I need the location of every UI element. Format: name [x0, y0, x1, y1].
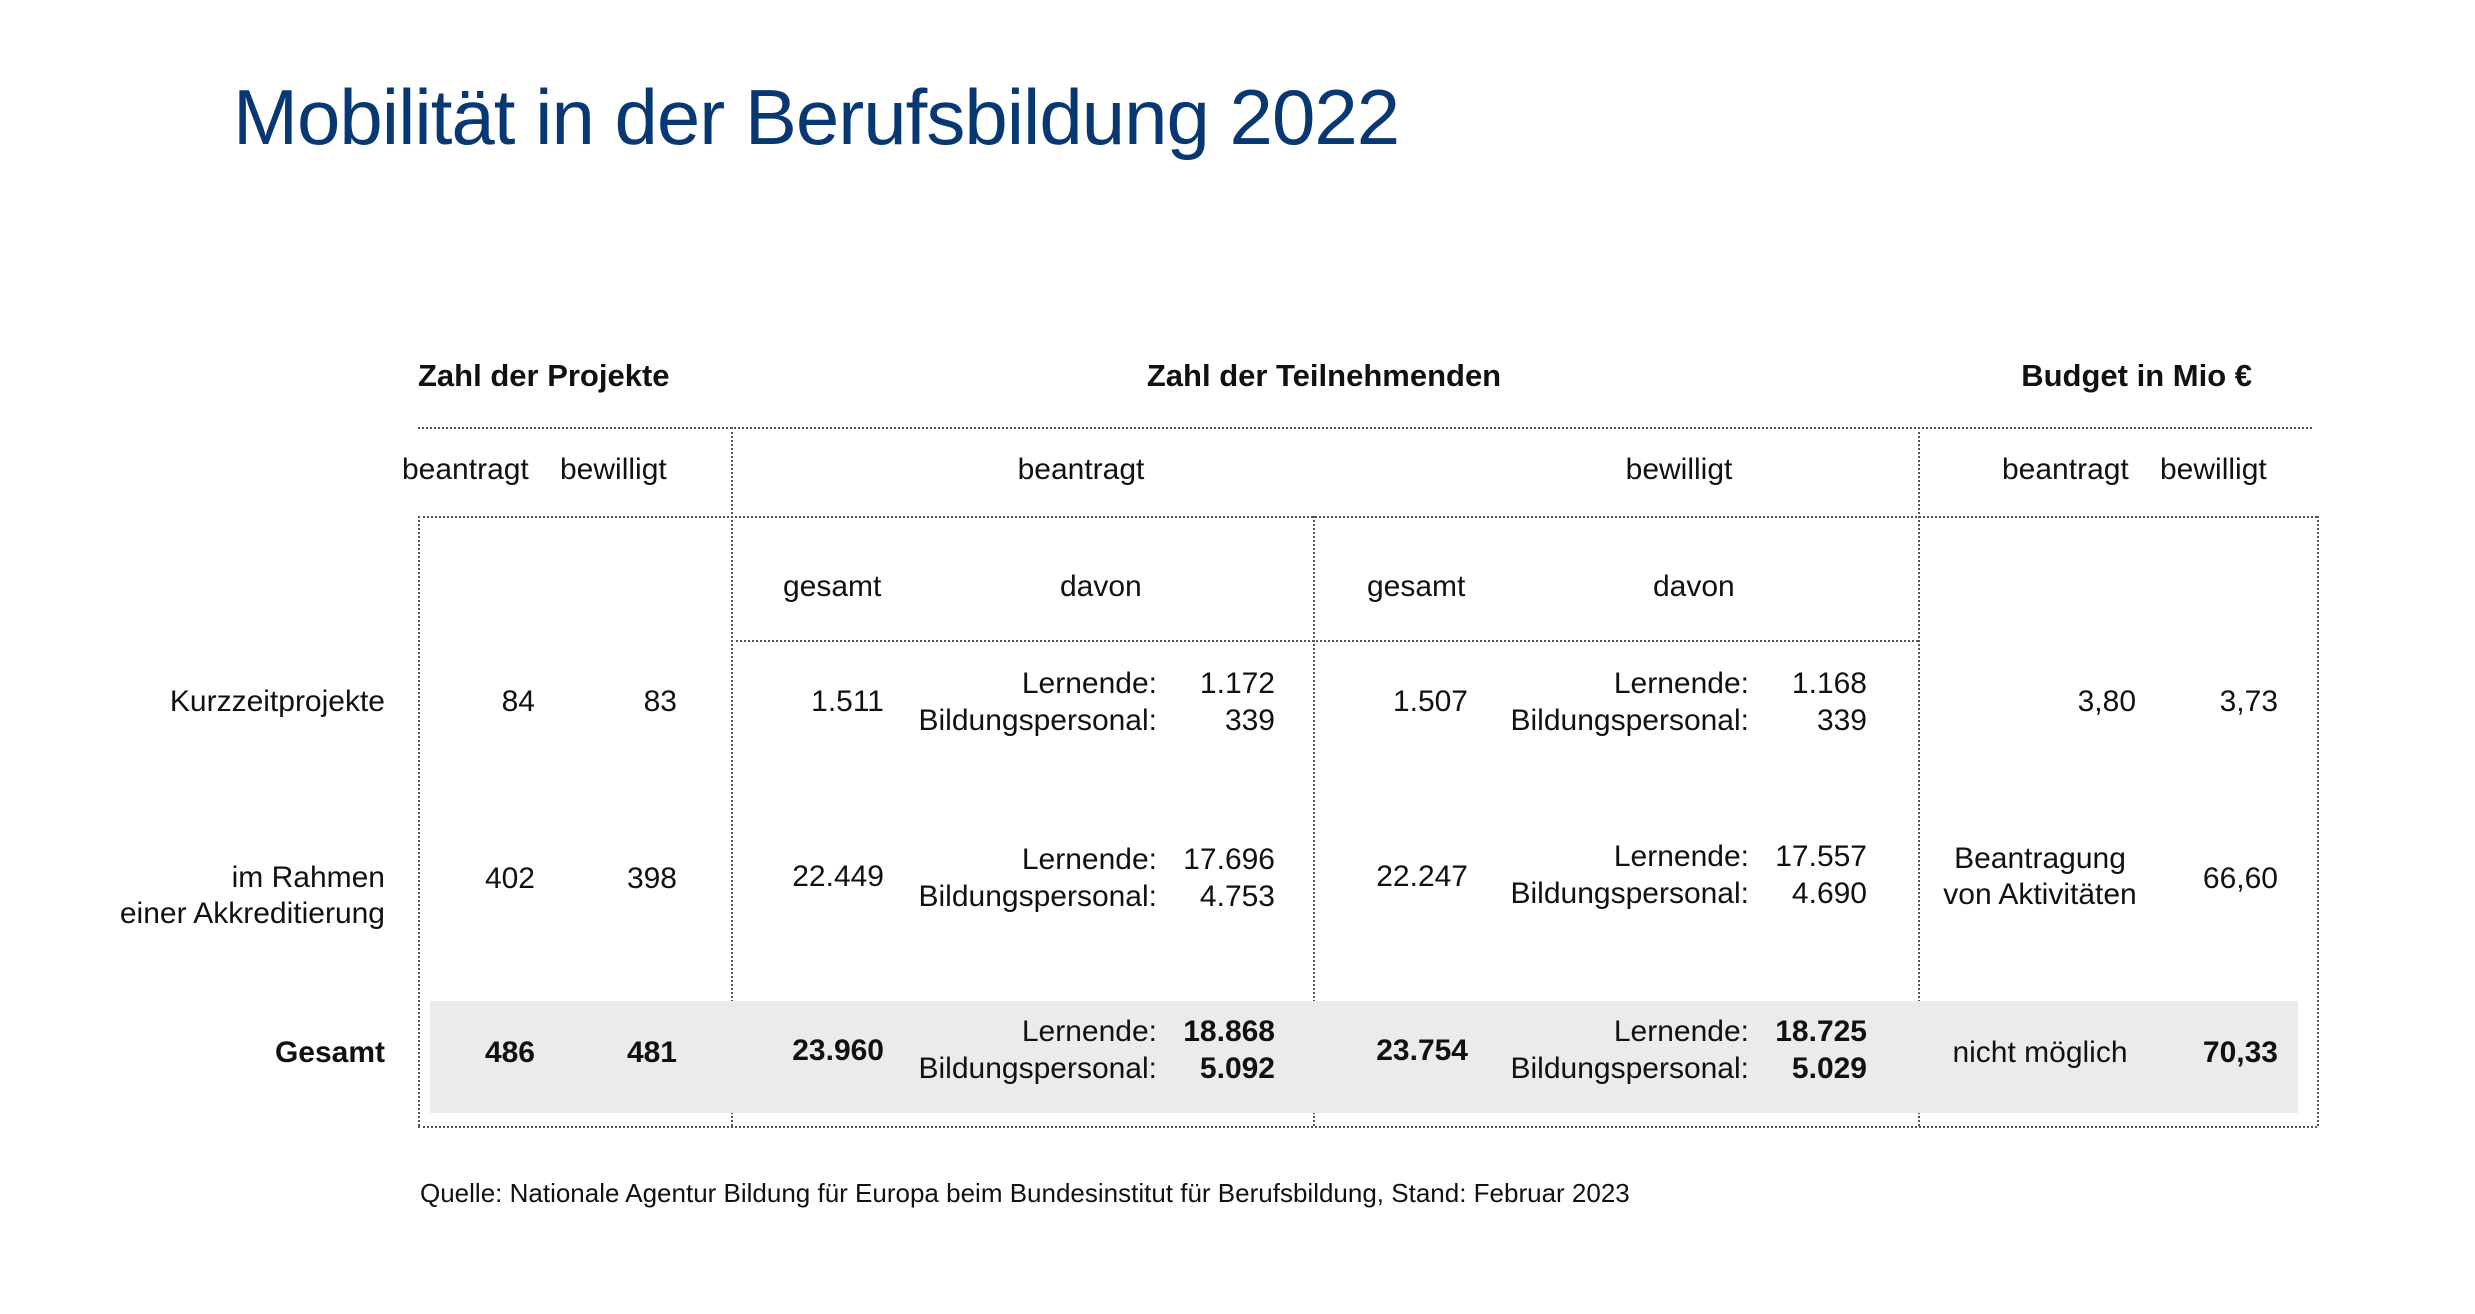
label-bildungspersonal: Bildungspersonal: — [918, 880, 1158, 913]
label-lernende: Lernende: — [1613, 667, 1749, 700]
value-lernende: 17.696 — [1183, 843, 1275, 876]
subheader-tn-bewilligt: bewilligt — [1625, 453, 1733, 486]
cell-proj-beantragt: 402 — [484, 862, 535, 895]
cell-proj-beantragt: 486 — [484, 1036, 535, 1069]
rule-teilnehmende-sub — [731, 640, 1918, 642]
divider-beantragt-bewilligt — [1313, 516, 1315, 1126]
value-lernende: 1.168 — [1791, 667, 1867, 700]
value-bildungspersonal: 4.690 — [1791, 877, 1867, 910]
label-lernende: Lernende: — [1613, 840, 1749, 873]
cell-tn-bewilligt-davon: Lernende: 1.168 Bildungspersonal: 339 — [1470, 665, 1868, 739]
subheader-davon-beantragt: davon — [1060, 570, 1142, 603]
cell-proj-bewilligt: 83 — [643, 685, 677, 718]
rule-top — [418, 427, 2312, 429]
cell-budget-bewilligt: 70,33 — [2202, 1036, 2278, 1069]
label-bildungspersonal: Bildungspersonal: — [1510, 704, 1750, 737]
divider-budget — [1918, 427, 1920, 1126]
value-bildungspersonal: 4.753 — [1199, 880, 1275, 913]
header-teilnehmende: Zahl der Teilnehmenden — [1146, 358, 1502, 393]
value-lernende: 18.868 — [1183, 1015, 1275, 1048]
cell-tn-beantragt-gesamt: 23.960 — [792, 1034, 884, 1067]
cell-proj-bewilligt: 398 — [626, 862, 677, 895]
value-bildungspersonal: 5.092 — [1199, 1052, 1275, 1085]
header-projekte: Zahl der Projekte — [418, 358, 670, 393]
cell-tn-beantragt-davon: Lernende: 18.868 Bildungspersonal: 5.092 — [880, 1013, 1276, 1087]
cell-budget-beantragt: nicht möglich — [1952, 1036, 2128, 1069]
label-bildungspersonal: Bildungspersonal: — [1510, 877, 1750, 910]
cell-tn-beantragt-gesamt: 22.449 — [792, 860, 884, 893]
source-note: Quelle: Nationale Agentur Bildung für Eu… — [420, 1178, 1630, 1208]
cell-budget-beantragt-line2: von Aktivitäten — [1943, 878, 2137, 911]
cell-proj-beantragt: 84 — [501, 685, 535, 718]
total-row-background — [430, 1001, 2298, 1113]
subheader-budget-bewilligt: bewilligt — [2160, 453, 2267, 486]
cell-tn-bewilligt-davon: Lernende: 17.557 Bildungspersonal: 4.690 — [1470, 838, 1868, 912]
label-lernende: Lernende: — [1613, 1015, 1749, 1048]
cell-tn-bewilligt-gesamt: 1.507 — [1392, 685, 1468, 718]
border-left — [418, 516, 420, 1126]
row-label: Gesamt — [274, 1036, 385, 1069]
rule-subheader — [418, 516, 2317, 518]
cell-tn-bewilligt-davon: Lernende: 18.725 Bildungspersonal: 5.029 — [1470, 1013, 1868, 1087]
border-right — [2317, 516, 2319, 1126]
cell-tn-bewilligt-gesamt: 23.754 — [1376, 1034, 1468, 1067]
value-bildungspersonal: 5.029 — [1791, 1052, 1867, 1085]
label-lernende: Lernende: — [1021, 1015, 1157, 1048]
value-lernende: 17.557 — [1775, 840, 1867, 873]
subheader-budget-beantragt: beantragt — [2002, 453, 2129, 486]
subheader-gesamt-beantragt: gesamt — [783, 570, 882, 603]
cell-proj-bewilligt: 481 — [626, 1036, 677, 1069]
subheader-proj-beantragt: beantragt — [402, 453, 529, 486]
label-bildungspersonal: Bildungspersonal: — [918, 1052, 1158, 1085]
row-label-line2: einer Akkreditierung — [119, 897, 385, 930]
value-bildungspersonal: 339 — [1816, 704, 1867, 737]
label-bildungspersonal: Bildungspersonal: — [918, 704, 1158, 737]
cell-budget-bewilligt: 66,60 — [2202, 862, 2278, 895]
label-lernende: Lernende: — [1021, 843, 1157, 876]
rule-bottom — [418, 1126, 2317, 1128]
subheader-davon-bewilligt: davon — [1653, 570, 1735, 603]
cell-tn-beantragt-gesamt: 1.511 — [811, 685, 884, 718]
cell-tn-bewilligt-gesamt: 22.247 — [1376, 860, 1468, 893]
divider-projekte — [731, 427, 733, 1126]
row-label: Kurzzeitprojekte — [169, 685, 385, 718]
cell-tn-beantragt-davon: Lernende: 1.172 Bildungspersonal: 339 — [880, 665, 1276, 739]
cell-budget-bewilligt: 3,73 — [2219, 685, 2278, 718]
value-bildungspersonal: 339 — [1224, 704, 1275, 737]
cell-budget-beantragt: 3,80 — [2077, 685, 2136, 718]
value-lernende: 18.725 — [1775, 1015, 1867, 1048]
label-bildungspersonal: Bildungspersonal: — [1510, 1052, 1750, 1085]
header-budget: Budget in Mio € — [2021, 358, 2252, 393]
cell-budget-beantragt: Beantragung — [1954, 842, 2126, 875]
row-label: im Rahmen — [231, 861, 385, 894]
value-lernende: 1.172 — [1199, 667, 1275, 700]
subheader-proj-bewilligt: bewilligt — [560, 453, 667, 486]
subheader-gesamt-bewilligt: gesamt — [1367, 570, 1466, 603]
label-lernende: Lernende: — [1021, 667, 1157, 700]
cell-tn-beantragt-davon: Lernende: 17.696 Bildungspersonal: 4.753 — [880, 841, 1276, 915]
page-title: Mobilität in der Berufsbildung 2022 — [233, 73, 1400, 161]
subheader-tn-beantragt: beantragt — [1017, 453, 1145, 486]
